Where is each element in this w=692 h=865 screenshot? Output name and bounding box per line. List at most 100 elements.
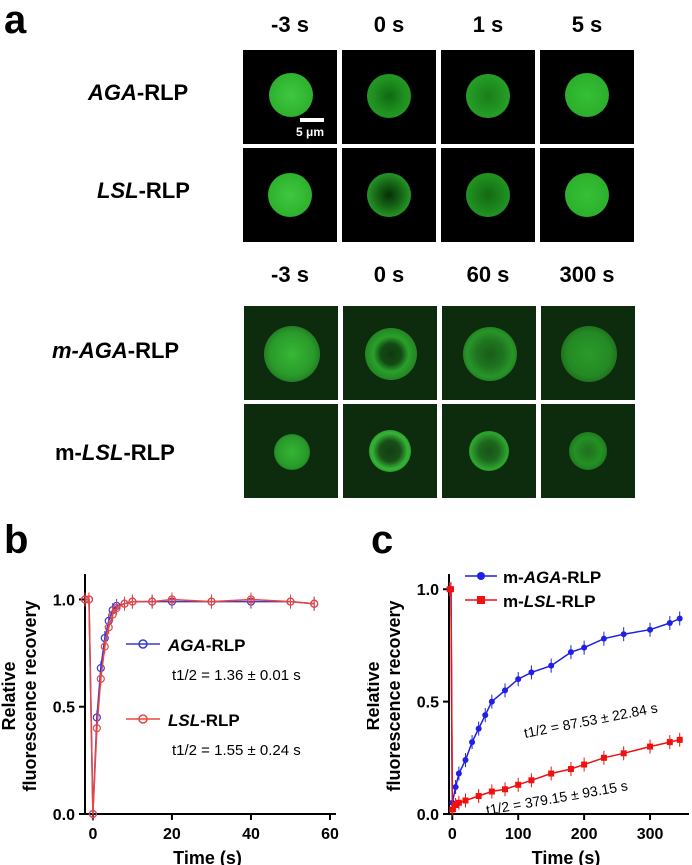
t-half-annotation-m-lsl: t1/2 = 379.15 ± 93.15 s [485, 777, 629, 818]
droplet [463, 327, 517, 381]
x-tick-label: 300 [637, 826, 664, 843]
data-point [455, 799, 462, 806]
data-point [515, 676, 522, 683]
micrograph-tile [244, 404, 338, 498]
data-point [647, 743, 654, 750]
micrograph-tile [541, 306, 635, 400]
time-label: 1 s [472, 12, 504, 37]
data-point [676, 736, 683, 743]
micrograph-tile [244, 306, 338, 400]
micrograph-tile [441, 148, 535, 242]
chart-c-legend: m-AGA-RLP m-LSL-RLP [465, 568, 601, 611]
t-half-aga: t1/2 = 1.36 ± 0.01 s [172, 667, 301, 684]
t-half-lsl: t1/2 = 1.55 ± 0.24 s [172, 742, 301, 759]
micrograph-tile [342, 50, 436, 144]
data-point [488, 698, 495, 705]
x-tick-label: 100 [505, 826, 532, 843]
data-point [502, 786, 509, 793]
legend-label-aga: AGA-RLP [167, 636, 245, 655]
data-point [310, 599, 319, 608]
data-point [92, 724, 101, 733]
micrograph-tile [243, 50, 337, 144]
series-line [85, 598, 315, 815]
data-point [676, 615, 683, 622]
data-point [482, 712, 489, 719]
droplet [367, 173, 411, 217]
chart-b-plot: 0.0 0.5 1.0 0 20 40 60 Time (s) Relative fluoresc… [0, 574, 339, 865]
data-point [600, 754, 607, 761]
scale-bar-label: 5 μm [296, 125, 325, 139]
data-point [286, 597, 295, 606]
data-point [502, 687, 509, 694]
micrograph-tile [540, 148, 634, 242]
data-point [120, 599, 129, 608]
data-point [475, 793, 482, 800]
droplet [269, 73, 313, 117]
legend-marker [138, 639, 148, 649]
row-label-m-aga: m-AGA-RLP [52, 338, 180, 363]
series-line [85, 598, 315, 815]
legend-marker [138, 714, 148, 724]
chart-c-plot: 0.0 0.5 1.0 0 100 200 300 Time (s) Relative fluor… [367, 574, 689, 865]
x-axis-label: Time (s) [173, 848, 242, 865]
micrograph-tile [343, 404, 437, 498]
data-point [666, 619, 673, 626]
y-tick-label: 1.0 [417, 582, 439, 599]
y-tick-label: 0.0 [53, 807, 75, 824]
time-label: -3 s [271, 262, 309, 287]
y-tick-label: 0.5 [53, 700, 75, 717]
data-point [548, 662, 555, 669]
data-point [581, 761, 588, 768]
data-point [452, 802, 459, 809]
droplet [469, 431, 509, 471]
data-point [567, 766, 574, 773]
x-tick-label: 40 [242, 826, 260, 843]
data-point [96, 664, 105, 673]
row-label-aga: AGA-RLP [88, 80, 189, 105]
micrograph-tile [342, 148, 436, 242]
data-point [84, 595, 94, 604]
data-point [475, 725, 482, 732]
y-axis-label: fluorescence recovery [384, 600, 404, 791]
series-line [449, 588, 680, 812]
x-tick-label: 200 [571, 826, 598, 843]
data-point [581, 644, 588, 651]
y-tick-label: 1.0 [53, 592, 75, 609]
legend-label-m-aga: m-AGA-RLP [503, 568, 601, 587]
droplet [264, 326, 320, 382]
data-point [528, 777, 535, 784]
y-axis-label: fluorescence recovery [20, 600, 40, 791]
data-point [100, 642, 109, 651]
data-point [647, 626, 654, 633]
t-half-annotation-m-aga: t1/2 = 87.53 ± 22.84 s [523, 699, 659, 741]
droplet [466, 173, 510, 217]
droplet [268, 173, 312, 217]
chart-c: 0.0 0.5 1.0 0 100 200 300 Time (s) Relative fluor… [367, 568, 689, 865]
data-point [567, 649, 574, 656]
scale-bar [300, 118, 324, 122]
legend-label-lsl: LSL-RLP [168, 711, 240, 730]
row-label-lsl: LSL-RLP [97, 178, 190, 203]
droplet [466, 74, 510, 118]
droplet [274, 434, 310, 470]
panel-a-letter: a [4, 0, 27, 42]
data-point [515, 781, 522, 788]
legend-marker [477, 572, 485, 580]
time-label: -3 s [271, 12, 309, 37]
droplet [565, 73, 609, 117]
row-label-m-lsl: m-LSL-RLP [55, 440, 175, 465]
data-point [167, 595, 177, 604]
droplet [569, 432, 607, 470]
time-label: 0 s [373, 12, 405, 37]
data-point [469, 739, 476, 746]
x-tick-label: 60 [321, 826, 339, 843]
data-point [96, 674, 105, 683]
data-point [447, 586, 454, 593]
droplet [367, 74, 411, 118]
chart-b-legend: AGA-RLP t1/2 = 1.36 ± 0.01 s LSL-RLP t1/… [126, 636, 301, 759]
data-point [666, 739, 673, 746]
data-point [455, 770, 462, 777]
micrograph-tile [441, 50, 535, 144]
data-point [148, 597, 157, 606]
y-tick-label: 0.5 [417, 695, 439, 712]
